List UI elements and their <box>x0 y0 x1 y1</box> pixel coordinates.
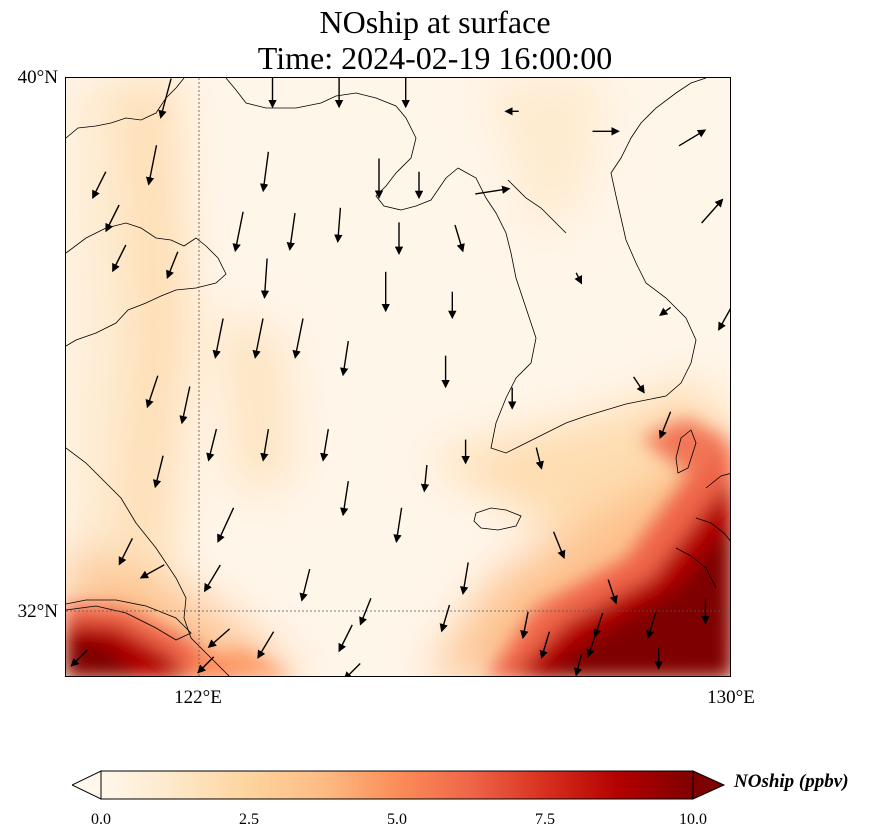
wind-arrow <box>252 318 264 359</box>
map-title: NOship at surface <box>319 4 551 40</box>
wind-arrow <box>646 611 657 640</box>
wind-arrow <box>678 129 707 147</box>
wind-arrow <box>659 306 672 317</box>
wind-arrow <box>475 185 511 195</box>
wind-arrow <box>212 318 224 359</box>
wind-arrow <box>539 631 551 660</box>
wind-arrow <box>145 145 158 186</box>
wind-arrow <box>203 564 221 593</box>
wind-arrow <box>166 251 179 279</box>
map-subtitle-time: Time: 2024-02-19 16:00:00 <box>257 40 613 76</box>
wind-arrow <box>593 612 604 638</box>
wind-arrow <box>257 631 275 659</box>
wind-arrow <box>607 579 618 605</box>
wind-arrow <box>259 151 270 193</box>
wind-vectors <box>70 78 730 676</box>
wind-arrow <box>158 78 172 119</box>
wind-arrow <box>586 632 597 658</box>
wind-arrow <box>334 207 343 243</box>
colorbar <box>72 770 726 800</box>
wind-arrow <box>320 428 329 462</box>
wind-arrow <box>260 428 270 462</box>
wind-arrow <box>460 562 469 595</box>
colorbar-extend-min <box>72 770 102 800</box>
colorbar-tick: 7.5 <box>535 811 555 828</box>
wind-arrow <box>658 411 672 439</box>
lat-tick-32n: 32°N <box>17 601 58 622</box>
wind-arrow <box>260 258 270 299</box>
wind-arrow <box>340 340 349 377</box>
wind-arrow <box>574 272 583 285</box>
colorbar-tick: 2.5 <box>239 811 259 828</box>
concentration-field <box>66 78 730 676</box>
wind-arrow <box>701 198 724 224</box>
lon-tick-122e: 122°E <box>174 687 222 708</box>
wind-arrow <box>340 480 349 517</box>
colorbar-tick: 5.0 <box>387 811 407 828</box>
wind-arrow <box>520 611 529 640</box>
graticule <box>66 78 730 676</box>
wind-arrow <box>292 318 304 359</box>
wind-arrow <box>338 624 353 653</box>
wind-arrow <box>207 628 231 649</box>
wind-arrow <box>299 568 311 602</box>
wind-arrow <box>393 507 403 543</box>
map-canvas <box>66 78 730 676</box>
colorbar-extend-max <box>692 770 726 800</box>
wind-arrow <box>439 604 451 633</box>
wind-arrow <box>232 211 244 253</box>
lat-tick-40n: 40°N <box>17 67 58 88</box>
wind-arrow <box>454 224 465 253</box>
wind-arrow <box>359 598 372 626</box>
wind-arrow <box>217 507 235 543</box>
map-panel <box>65 77 731 677</box>
wind-arrow <box>286 213 296 251</box>
wind-arrow <box>535 447 544 470</box>
wind-arrow <box>573 654 583 676</box>
colorbar-tick: 10.0 <box>679 811 707 828</box>
wind-arrow <box>179 386 191 425</box>
wind-arrow <box>420 464 430 493</box>
wind-arrow <box>139 564 165 579</box>
wind-arrow <box>92 171 107 199</box>
wind-arrow <box>145 375 159 409</box>
lon-tick-130e: 130°E <box>707 687 755 708</box>
wind-arrow <box>70 649 88 667</box>
wind-arrow <box>343 663 361 676</box>
wind-arrow <box>552 531 566 559</box>
wind-arrow <box>197 656 215 674</box>
wind-arrow <box>206 428 218 462</box>
wind-arrow <box>718 308 730 331</box>
wind-arrow <box>112 244 127 273</box>
wind-arrow <box>152 455 164 489</box>
wind-arrow <box>105 204 120 233</box>
colorbar-label: NOship (ppbv) <box>734 771 849 792</box>
wind-arrow <box>633 376 645 394</box>
colorbar-tick: 0.0 <box>91 811 111 828</box>
colorbar-gradient <box>100 770 694 800</box>
wind-arrow <box>118 537 134 566</box>
